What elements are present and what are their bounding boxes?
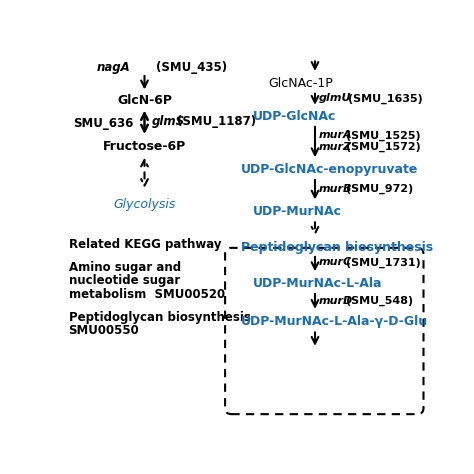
Text: (SMU_435): (SMU_435) <box>156 61 227 74</box>
Text: (SMU_548): (SMU_548) <box>346 296 413 306</box>
Text: UDP-MurNAc-L-Ala-γ-D-Glu: UDP-MurNAc-L-Ala-γ-D-Glu <box>241 315 428 328</box>
Text: nucleotide sugar: nucleotide sugar <box>69 274 180 287</box>
Text: murB: murB <box>319 184 352 194</box>
Text: GlcNAc-1P: GlcNAc-1P <box>268 77 333 90</box>
Text: metabolism  SMU00520: metabolism SMU00520 <box>69 288 225 301</box>
Text: Fructose-6P: Fructose-6P <box>103 140 186 154</box>
Text: SMU00550: SMU00550 <box>69 325 139 337</box>
Text: Peptidoglycan biosynthesis: Peptidoglycan biosynthesis <box>241 241 434 255</box>
Text: Glycolysis: Glycolysis <box>113 198 176 211</box>
Text: SMU_636: SMU_636 <box>73 117 134 129</box>
Text: (SMU_1635): (SMU_1635) <box>347 93 422 104</box>
Text: Peptidoglycan biosynthesis: Peptidoglycan biosynthesis <box>69 311 250 324</box>
Text: glmU: glmU <box>319 93 351 103</box>
Text: (SMU_1731): (SMU_1731) <box>346 257 421 268</box>
Text: (SMU_1187): (SMU_1187) <box>177 115 256 128</box>
Text: UDP-MurNAc-L-Ala: UDP-MurNAc-L-Ala <box>253 277 383 290</box>
Text: (SMU_1525): (SMU_1525) <box>346 130 420 141</box>
Text: (SMU_1572): (SMU_1572) <box>346 142 421 152</box>
Text: UDP-GlcNAc: UDP-GlcNAc <box>253 109 337 123</box>
Text: UDP-MurNAc: UDP-MurNAc <box>253 205 342 218</box>
Text: murD: murD <box>319 296 353 306</box>
Text: nagA: nagA <box>96 61 130 74</box>
Text: murZ: murZ <box>319 142 352 152</box>
Text: murA: murA <box>319 130 353 140</box>
Text: UDP-GlcNAc-enopyruvate: UDP-GlcNAc-enopyruvate <box>241 163 419 176</box>
Text: glmS: glmS <box>152 115 185 128</box>
Text: Amino sugar and: Amino sugar and <box>69 261 181 274</box>
Text: GlcN-6P: GlcN-6P <box>117 93 172 107</box>
Text: (SMU_972): (SMU_972) <box>346 184 413 194</box>
Text: murC: murC <box>319 257 352 267</box>
Text: Related KEGG pathway: Related KEGG pathway <box>69 238 221 251</box>
